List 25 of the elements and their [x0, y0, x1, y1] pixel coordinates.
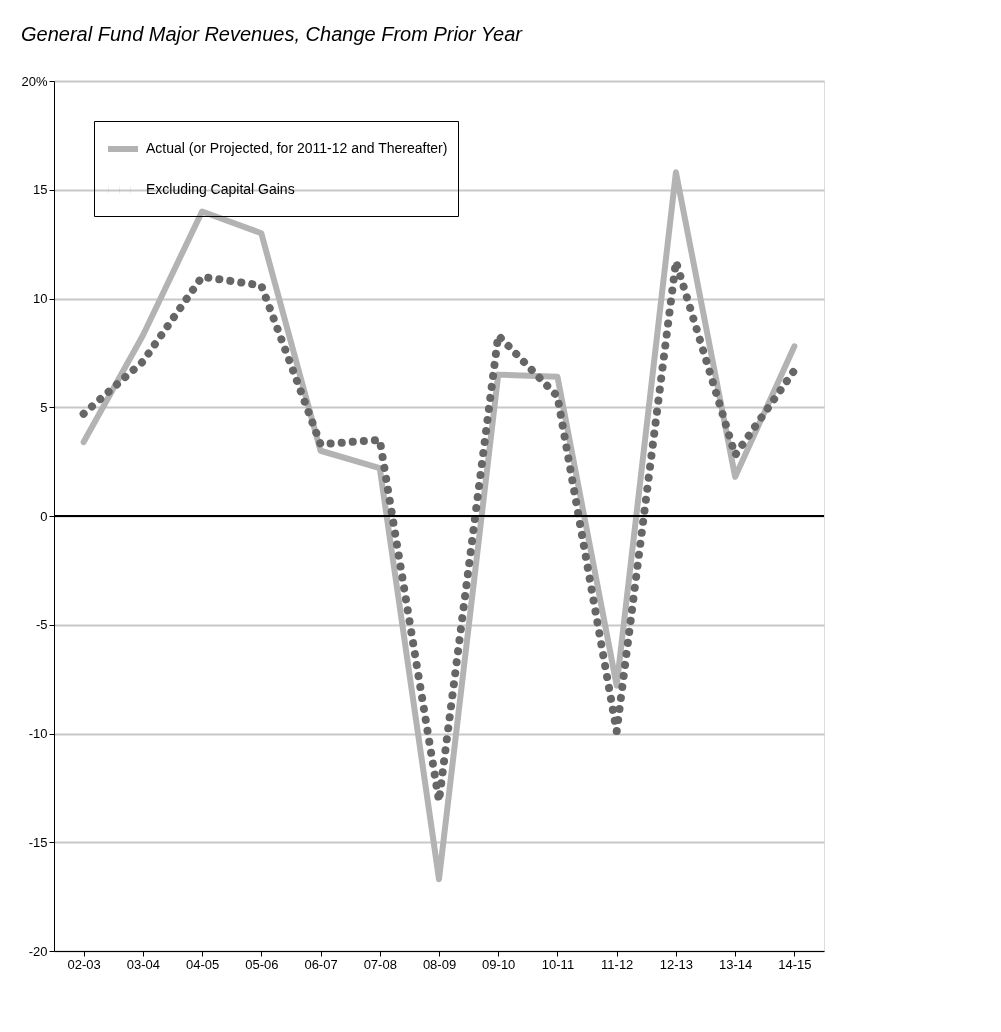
y-tick-label: 0	[40, 508, 48, 524]
x-tick-label: 09-10	[482, 956, 516, 972]
x-tick-label: 07-08	[363, 956, 397, 972]
legend-label: Actual (or Projected, for 2011-12 and Thereafter)	[146, 140, 448, 156]
y-tick-label: -20	[28, 943, 48, 959]
y-tick-label: 10	[33, 291, 48, 306]
y-tick-label: 20%	[21, 73, 48, 89]
y-tick-label: 15	[33, 182, 48, 198]
x-tick-label: 10-11	[541, 956, 575, 972]
x-tick-label: 14-15	[778, 956, 812, 972]
y-tick-label: -15	[28, 834, 48, 850]
x-tick-label: 03-04	[126, 956, 160, 972]
x-tick-label: 11-12	[601, 956, 634, 972]
x-tick-label: 06-07	[304, 956, 338, 972]
y-tick-label: 5	[40, 399, 48, 415]
y-tick-label: -10	[28, 726, 48, 741]
x-tick-label: 05-06	[245, 956, 279, 972]
x-tick-label: 08-09	[422, 956, 457, 972]
x-tick-label: 04-05	[185, 956, 220, 972]
chart-title: General Fund Major Revenues, Change From Prior Year	[20, 23, 524, 45]
x-tick-label: 13-14	[719, 956, 753, 972]
y-tick-label: -5	[35, 617, 48, 633]
x-tick-label: 02-03	[67, 956, 101, 972]
legend-label: Excluding Capital Gains	[146, 181, 295, 197]
x-tick-label: 12-13	[659, 956, 694, 972]
